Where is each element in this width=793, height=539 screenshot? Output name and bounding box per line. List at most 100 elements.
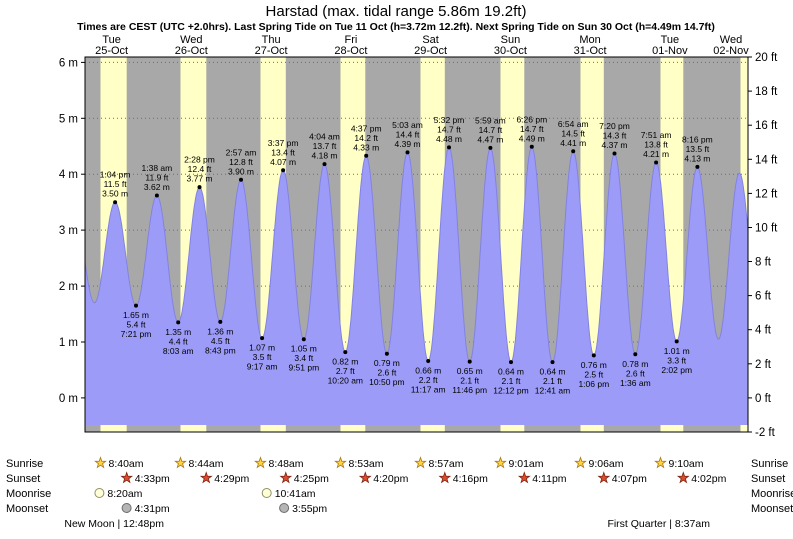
high-tide-annotation: 1:38 am 11.9 ft 3.62 m [142, 163, 173, 192]
sunrise-time: 8:48am [269, 458, 304, 470]
astro-row-label-left: Sunset [6, 473, 40, 485]
plot-border [84, 56, 749, 433]
moonrise-icon [94, 488, 105, 498]
day-date-label: 28-Oct [334, 45, 367, 57]
astro-row-label-right: Moonset [751, 503, 793, 515]
low-tide-annotation: 0.65 m 2.1 ft 11:46 pm [452, 366, 487, 395]
tide-area [85, 146, 748, 425]
sunrise-star-icon [94, 456, 107, 469]
sunset-time: 4:11pm [532, 473, 566, 485]
low-tide-annotation: 0.64 m 2.1 ft 12:12 pm [493, 367, 528, 396]
astro-row-label-right: Sunset [751, 473, 785, 485]
low-tide-annotation: 0.66 m 2.2 ft 11:17 am [411, 366, 446, 395]
sunset-time: 4:20pm [373, 473, 408, 485]
y-axis-label-feet: 8 ft [755, 257, 772, 269]
sunrise-time: 8:40am [109, 458, 144, 470]
sunset-star-icon [279, 471, 293, 484]
high-tide-annotation: 1:04 pm 11.5 ft 3.50 m [100, 170, 131, 199]
chart-title: Harstad (max. tidal range 5.86m 19.2ft) [266, 3, 527, 20]
low-tide-dot [134, 303, 138, 308]
sunrise-star-icon [254, 456, 267, 469]
sunset-star-icon [120, 471, 134, 484]
sunset-time: 4:16pm [453, 473, 488, 485]
astro-row-label-right: Sunrise [751, 458, 788, 470]
low-tide-dot [509, 360, 513, 365]
sunrise-time: 8:44am [189, 458, 224, 470]
day-date-label: 25-Oct [95, 45, 128, 57]
astro-row-label-left: Moonset [6, 503, 48, 515]
low-tide-dot [301, 337, 306, 342]
high-tide-dot [281, 168, 286, 173]
low-tide-dot [591, 353, 596, 358]
low-tide-dot [633, 352, 638, 357]
moonset-time: 4:31pm [135, 503, 170, 515]
day-date-label: 01-Nov [652, 45, 688, 57]
low-tide-annotation: 0.76 m 2.5 ft 1:06 pm [578, 360, 609, 389]
sunset-star-icon [199, 471, 213, 484]
day-weekday-label: Sat [422, 34, 439, 46]
moonset-icon [279, 503, 290, 513]
sunset-star-icon [597, 471, 611, 484]
high-tide-annotation: 5:32 pm 14.7 ft 4.48 m [434, 115, 465, 144]
high-tide-annotation: 7:51 am 13.8 ft 4.21 m [641, 130, 672, 159]
high-tide-annotation: 3:37 pm 13.4 ft 4.07 m [268, 138, 299, 167]
low-tide-annotation: 1.05 m 3.4 ft 9:51 pm [288, 344, 319, 373]
high-tide-dot [612, 151, 617, 156]
day-weekday-label: Tue [102, 34, 121, 46]
sunset-time: 4:33pm [135, 473, 170, 485]
y-axis-label-meters: 6 m [59, 57, 78, 69]
low-tide-dot [550, 360, 555, 365]
high-tide-annotation: 2:57 am 12.8 ft 3.90 m [226, 147, 257, 176]
astro-row-label-left: Sunrise [6, 458, 43, 470]
astro-layer: Sunrise Sunrise Sunset Sunset Moonrise Moonri… [6, 456, 793, 530]
high-tide-annotation: 6:26 pm 14.7 ft 4.49 m [516, 114, 547, 143]
low-tide-dot [384, 351, 389, 356]
moonset-time: 3:55pm [292, 503, 327, 515]
day-date-label: 30-Oct [494, 45, 527, 57]
high-tide-dot [405, 150, 410, 155]
high-tide-dot [654, 160, 659, 165]
moonset-icon [121, 503, 132, 513]
new-moon-label: New Moon | 12:48pm [64, 518, 164, 530]
high-tide-dot [571, 149, 576, 154]
y-axis-label-feet: 2 ft [755, 359, 772, 371]
day-weekday-label: Sun [501, 34, 521, 46]
y-axis-label-feet: 0 ft [755, 393, 772, 405]
sunrise-star-icon [494, 456, 507, 469]
moonrise-time: 10:41am [275, 488, 316, 500]
high-tide-dot [364, 153, 369, 158]
y-axis-label-feet: 20 ft [755, 52, 778, 64]
high-tide-dot [322, 162, 327, 167]
chart-subtitle: Times are CEST (UTC +2.0hrs). Last Sprin… [77, 21, 715, 33]
moonrise-icon [261, 488, 272, 498]
sunset-star-icon [438, 471, 452, 484]
day-weekday-label: Wed [720, 34, 742, 46]
day-date-label: 31-Oct [574, 45, 607, 57]
low-tide-annotation: 1.65 m 5.4 ft 7:21 pm [121, 310, 152, 339]
sunrise-star-icon [654, 456, 667, 469]
y-axis-label-meters: 4 m [59, 169, 78, 181]
y-axis-label-feet: 14 ft [755, 154, 778, 166]
annotations-layer: 1:04 pm 11.5 ft 3.50 m 1.65 m 5.4 ft 7:21 pm 1… [100, 114, 713, 395]
low-tide-dot [176, 320, 181, 325]
sunrise-time: 9:10am [669, 458, 704, 470]
y-axis-label-meters: 2 m [59, 281, 78, 293]
sunrise-star-icon [574, 456, 587, 469]
sunrise-star-icon [334, 456, 347, 469]
low-tide-dot [343, 350, 348, 355]
high-tide-dot [529, 144, 534, 149]
sunrise-time: 8:57am [429, 458, 464, 470]
first-quarter-label: First Quarter | 8:37am [607, 518, 710, 530]
low-tide-annotation: 1.01 m 3.3 ft 2:02 pm [661, 346, 692, 375]
day-weekday-label: Mon [579, 34, 600, 46]
low-tide-annotation: 1.35 m 4.4 ft 8:03 am [163, 327, 194, 356]
high-tide-dot [154, 193, 159, 198]
sunset-star-icon [517, 471, 531, 484]
high-tide-annotation: 8:16 pm 13.5 ft 4.13 m [682, 134, 713, 163]
low-tide-dot [218, 319, 223, 324]
astro-row-label-right: Moonrise [751, 488, 793, 500]
high-tide-annotation: 6:54 am 14.5 ft 4.41 m [558, 119, 589, 148]
high-tide-dot [113, 200, 118, 205]
low-tide-annotation: 1.36 m 4.5 ft 8:43 pm [205, 326, 236, 355]
low-tide-annotation: 0.79 m 2.6 ft 10:50 pm [369, 358, 404, 387]
